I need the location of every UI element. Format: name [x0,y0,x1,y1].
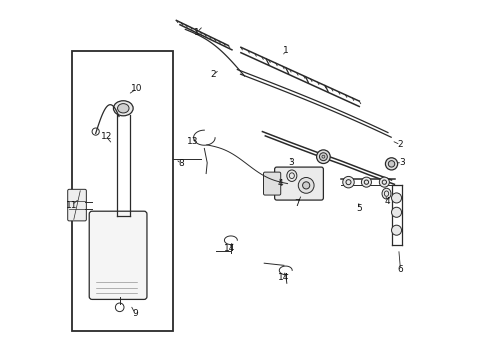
Ellipse shape [385,158,397,170]
Text: 4: 4 [384,197,389,206]
FancyBboxPatch shape [89,211,147,300]
Circle shape [391,207,401,217]
Text: 2: 2 [210,71,216,80]
Text: 3: 3 [287,158,293,167]
Text: 1: 1 [282,46,288,55]
Text: 13: 13 [186,137,198,146]
Text: 6: 6 [397,265,403,274]
Bar [72,51,172,330]
Circle shape [302,182,309,189]
Text: 12: 12 [101,132,112,141]
Circle shape [361,177,371,187]
Ellipse shape [113,101,133,116]
Circle shape [391,225,401,235]
Text: 8: 8 [179,159,184,168]
Text: 14: 14 [224,244,235,253]
Ellipse shape [286,170,296,181]
Text: 4: 4 [277,179,283,188]
Text: 10: 10 [131,84,142,93]
Ellipse shape [381,188,390,199]
Circle shape [391,193,401,203]
FancyBboxPatch shape [263,172,280,195]
FancyBboxPatch shape [274,167,323,200]
FancyBboxPatch shape [67,189,86,221]
Text: 14: 14 [277,273,288,282]
Circle shape [342,176,353,188]
Circle shape [379,177,388,187]
Ellipse shape [319,153,326,161]
Text: 3: 3 [399,158,405,167]
Ellipse shape [117,104,129,113]
Text: 9: 9 [132,309,138,318]
Text: 1: 1 [194,28,200,37]
Text: 7: 7 [294,199,300,208]
Text: 5: 5 [356,204,362,213]
Ellipse shape [316,150,329,163]
Ellipse shape [387,161,394,167]
Text: 2: 2 [397,140,403,149]
Circle shape [298,177,313,193]
Text: 11: 11 [66,201,77,210]
